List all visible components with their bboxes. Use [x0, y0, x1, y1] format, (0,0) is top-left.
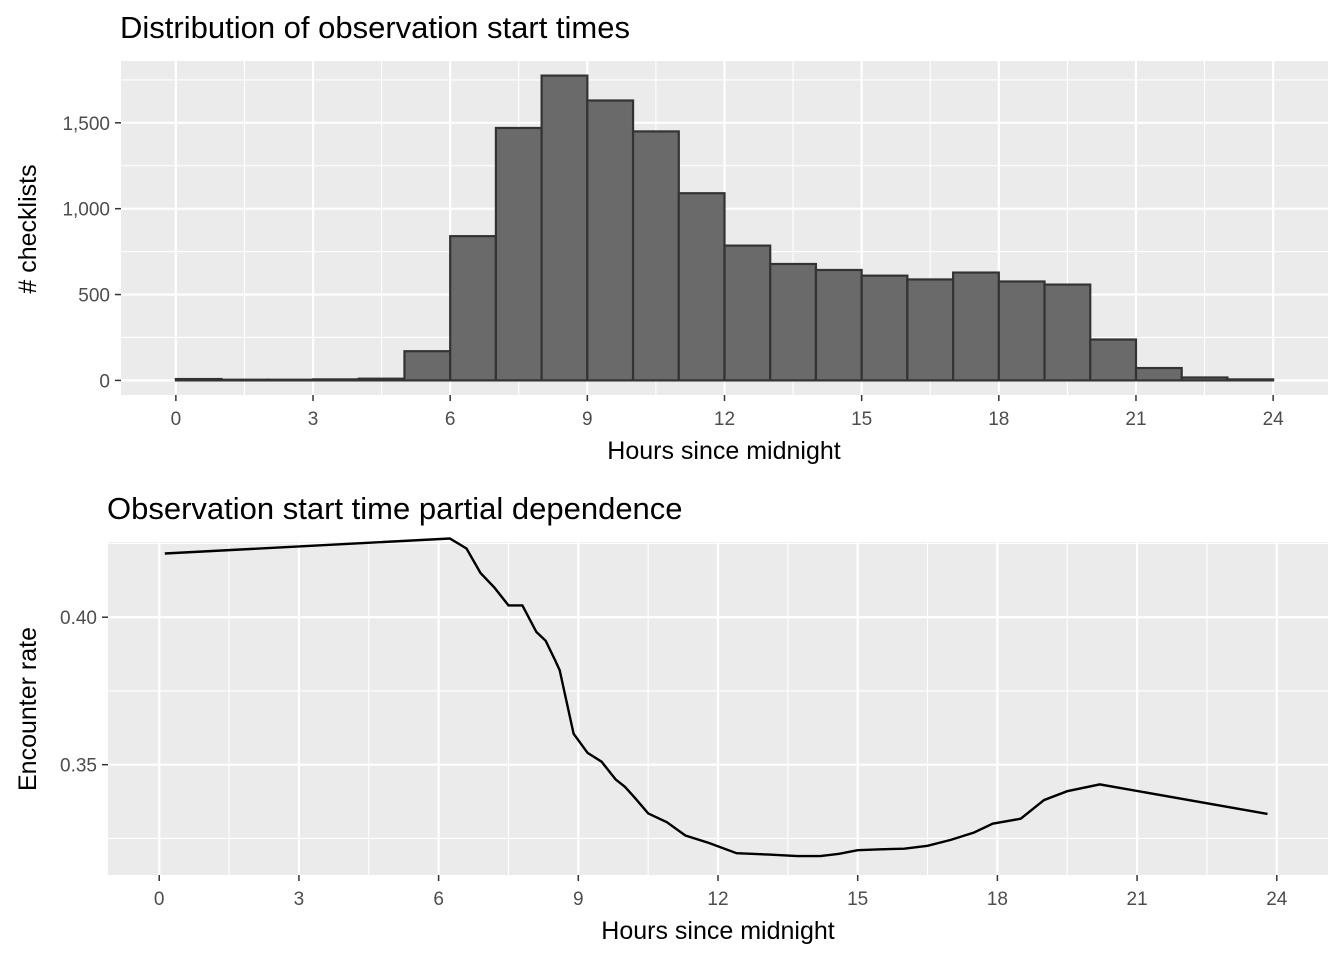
histogram-bar	[677, 192, 726, 382]
partial-dependence-line	[164, 537, 1268, 858]
histogram-bar	[311, 378, 360, 382]
histogram-bar	[449, 235, 498, 382]
histogram-x-tick-label: 0	[171, 409, 182, 430]
histogram-bar	[1180, 376, 1229, 382]
histogram-bar	[1134, 366, 1183, 382]
histogram-bar	[266, 378, 315, 382]
histogram-x-tick-label: 21	[1125, 409, 1146, 430]
histogram-bar	[631, 130, 680, 382]
partial-dependence-x-tick-label: 12	[707, 889, 728, 910]
histogram-x-tick-label: 9	[582, 409, 593, 430]
histogram-y-tick-label: 0	[99, 371, 110, 392]
partial-dependence-x-tick-label: 6	[433, 889, 444, 910]
histogram-bar	[494, 126, 543, 382]
partial-dependence-y-tick-label: 0.40	[60, 608, 97, 629]
histogram-bar	[860, 274, 909, 382]
partial-dependence-panel: Observation start time partial dependenc…	[14, 491, 1328, 945]
histogram-y-tick-label: 1,000	[62, 200, 110, 221]
partial-dependence-y-tick-label: 0.35	[60, 756, 97, 777]
partial-dependence-x-tick-label: 21	[1127, 889, 1148, 910]
histogram-bar	[403, 350, 452, 382]
partial-dependence-x-tick-label: 18	[987, 889, 1008, 910]
histogram-x-tick-label: 18	[988, 409, 1009, 430]
histogram-x-tick-label: 24	[1263, 409, 1285, 430]
histogram-bar	[540, 74, 589, 382]
partial-dependence-x-tick-label: 15	[847, 889, 868, 910]
histogram-bar	[997, 280, 1046, 382]
histogram-bar	[1226, 378, 1275, 382]
partial-dependence-x-axis: 0 3 6 9 12 15 18 21 24	[154, 875, 1288, 910]
histogram-bar	[814, 268, 863, 382]
histogram-bar	[906, 278, 955, 382]
histogram-bar	[357, 377, 406, 382]
partial-dependence-y-axis-title: Encounter rate	[14, 627, 42, 791]
histogram-x-tick-label: 3	[308, 409, 319, 430]
partial-dependence-title: Observation start time partial dependenc…	[107, 491, 683, 526]
histogram-x-axis: 0 3 6 9 12 15 18 21 24	[171, 395, 1285, 430]
histogram-y-tick-label: 1,500	[62, 114, 110, 135]
histogram-x-tick-label: 15	[851, 409, 872, 430]
histogram-x-tick-label: 12	[714, 409, 735, 430]
histogram-x-axis-title: Hours since midnight	[607, 437, 840, 465]
partial-dependence-x-tick-label: 3	[294, 889, 305, 910]
histogram-bar	[723, 244, 772, 382]
histogram-title: Distribution of observation start times	[120, 10, 630, 45]
partial-dependence-gridlines	[108, 542, 1328, 875]
partial-dependence-x-axis-title: Hours since midnight	[601, 917, 834, 945]
histogram-y-axis-title: # checklists	[14, 164, 42, 293]
partial-dependence-x-tick-label: 9	[573, 889, 584, 910]
histogram-y-tick-label: 500	[78, 286, 110, 307]
histogram-bar	[769, 262, 818, 382]
histogram-y-axis: 0 500 1,000 1,500	[62, 114, 121, 392]
histogram-bar	[220, 378, 269, 382]
partial-dependence-line-layer	[164, 537, 1268, 858]
histogram-x-tick-label: 6	[445, 409, 456, 430]
histogram-panel: Distribution of observation start times …	[14, 10, 1328, 465]
partial-dependence-x-tick-label: 24	[1266, 889, 1288, 910]
partial-dependence-y-axis: 0.35 0.40	[60, 608, 108, 777]
histogram-bar	[174, 377, 223, 382]
histogram-bar	[1043, 283, 1092, 382]
histogram-bar	[951, 271, 1000, 382]
histogram-bar	[1089, 338, 1138, 382]
partial-dependence-x-tick-label: 0	[154, 889, 165, 910]
histogram-bars	[174, 74, 1275, 382]
histogram-bar	[586, 99, 635, 382]
